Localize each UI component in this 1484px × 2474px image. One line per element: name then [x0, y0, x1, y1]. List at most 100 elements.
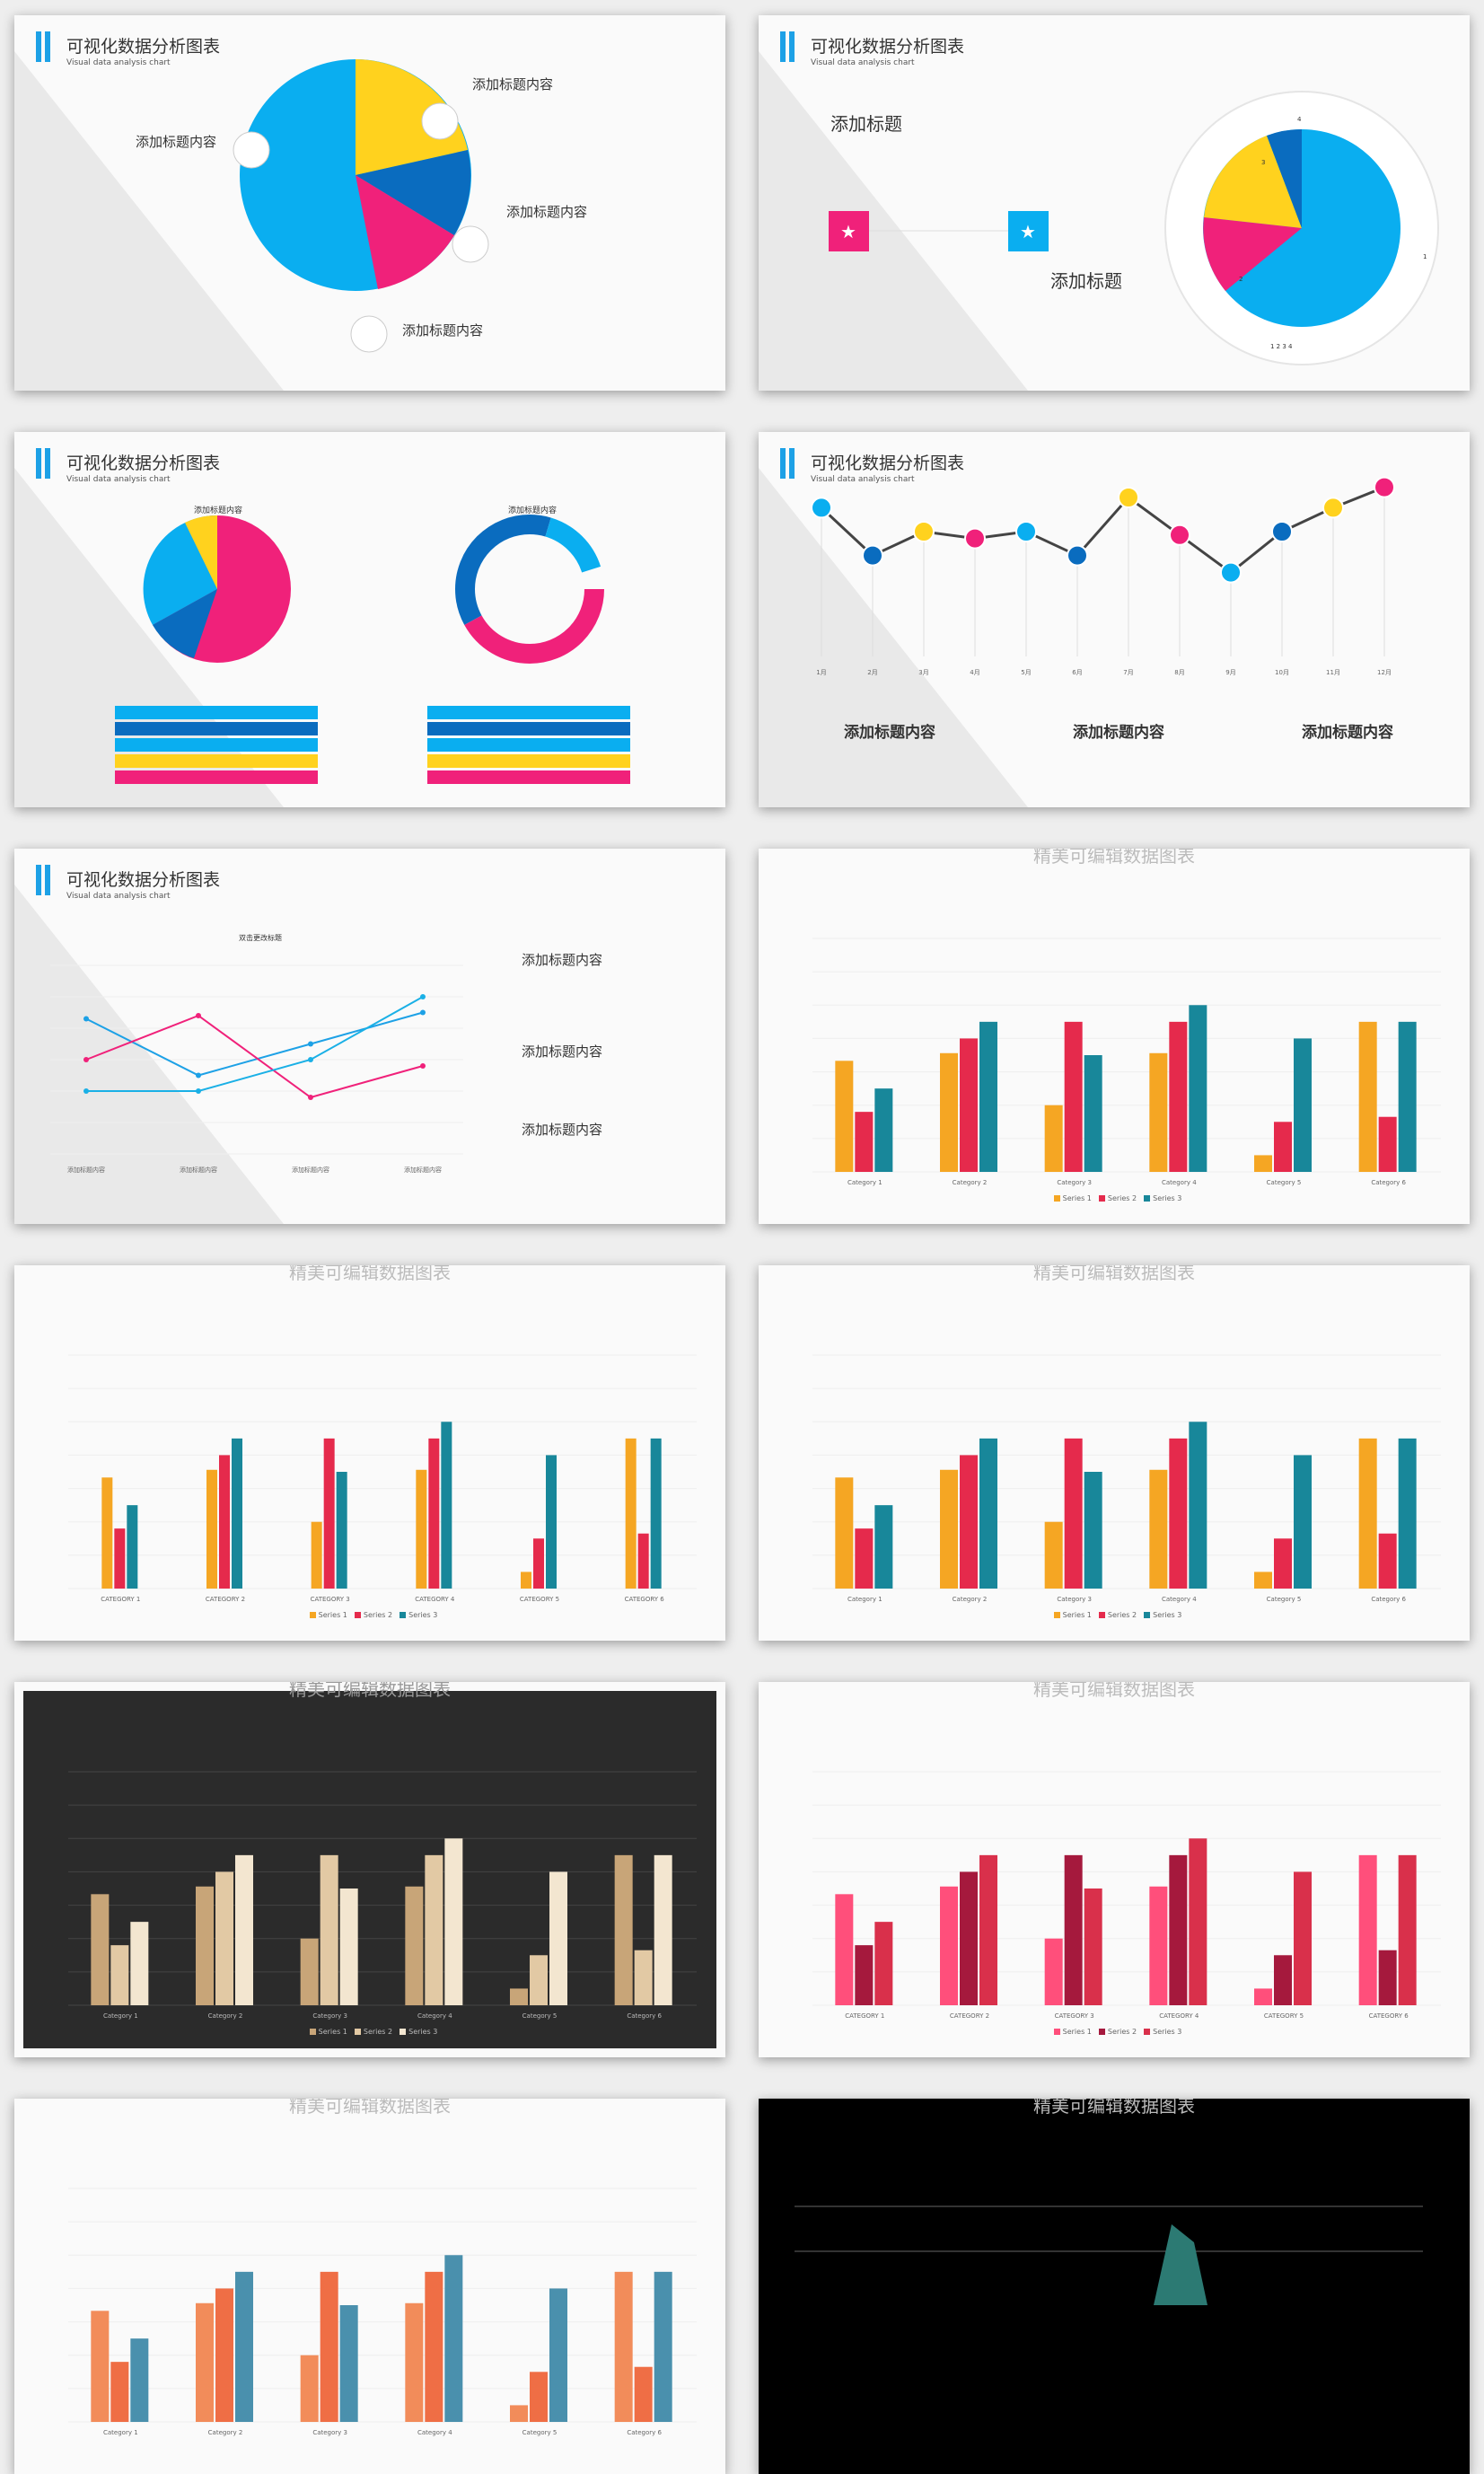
data-point	[1015, 521, 1037, 542]
bar	[940, 1052, 958, 1172]
bar	[1358, 1854, 1377, 2005]
bar	[1044, 1938, 1063, 2005]
category-label: Category 1	[103, 2429, 138, 2436]
bar	[1169, 1854, 1188, 2005]
category-label: Category 5	[1267, 1596, 1302, 1603]
category-label: Category 6	[627, 2012, 662, 2020]
slide-subtitle: Visual data analysis chart	[66, 58, 171, 67]
category-label: Category 3	[312, 2012, 347, 2020]
month-label: 2月	[867, 669, 877, 676]
bar	[614, 1854, 633, 2005]
bar	[416, 1469, 427, 1589]
data-point	[913, 521, 935, 542]
bar	[425, 2271, 443, 2422]
bar	[549, 2288, 567, 2422]
ghost-title: 精美可编辑数据图表	[1033, 2099, 1195, 2117]
section-title: 添加标题内容	[1302, 724, 1393, 742]
category-label: CATEGORY 1	[845, 2012, 884, 2020]
category-label: 添加标题内容	[292, 1166, 329, 1174]
heading: 添加标题	[1050, 270, 1122, 292]
bar	[1358, 1021, 1377, 1172]
category-label: CATEGORY 2	[950, 2012, 989, 2020]
bar	[1378, 1950, 1397, 2005]
category-label: Category 6	[627, 2429, 662, 2436]
category-label: Category 4	[417, 2012, 452, 2020]
legend-item: Series 2	[363, 1611, 393, 1619]
slide-pie-donut[interactable]: 可视化数据分析图表 Visual data analysis chart 添加标题…	[14, 432, 725, 807]
data-point	[420, 1063, 426, 1069]
month-label: 4月	[970, 669, 979, 676]
bar	[1149, 1469, 1168, 1589]
category-label: 添加标题内容	[180, 1166, 217, 1174]
data-point	[308, 1095, 313, 1100]
bar	[960, 1455, 978, 1589]
slide-bar-orange[interactable]: Category 1 Category 2 Category 3 Category 4…	[14, 2099, 725, 2474]
data-point	[1374, 476, 1395, 498]
bar	[835, 1477, 854, 1589]
legend-item: Series 2	[1107, 2028, 1137, 2036]
chart-title: 添加标题内容	[508, 506, 558, 515]
bar	[405, 1886, 424, 2005]
category-label: CATEGORY 6	[625, 1596, 665, 1603]
bar	[300, 2355, 319, 2422]
category-label: CATEGORY 5	[1264, 2012, 1304, 2020]
slide-title: 可视化数据分析图表	[66, 870, 221, 890]
slide-pie-callouts[interactable]: 可视化数据分析图表 Visual data analysis chart 添加标题…	[14, 15, 725, 391]
category-label: Category 5	[522, 2012, 558, 2020]
bar	[1169, 1438, 1188, 1589]
legend-item: Series 1	[1062, 1194, 1092, 1202]
chart-legend: Series 1 Series 2 Series 3	[759, 2028, 1470, 2036]
bar	[339, 1889, 358, 2005]
category-label: Category 5	[1267, 1179, 1302, 1186]
bar	[1084, 1055, 1102, 1172]
ghost-title: 精美可编辑数据图表	[289, 1682, 451, 1700]
line-chart-months: 1月 2月 3月 4月 5月 6月 7月 8月 9月 10月 11月 12月	[759, 468, 1395, 807]
bar	[428, 1438, 440, 1589]
bar	[130, 2338, 149, 2422]
data-point	[308, 1041, 313, 1047]
legend-item: Series 1	[318, 2028, 347, 2036]
slide-bar-2[interactable]: CATEGORY 1 CATEGORY 2 CATEGORY 3 CATEGORY 4…	[14, 1265, 725, 1641]
bar-chart: Category 1 Category 2 Category 3 Category 4…	[812, 1354, 1441, 1603]
chart-title: 双击更改标题	[239, 934, 282, 942]
data-table	[427, 706, 630, 787]
slide-bar-1[interactable]: Category 1 Category 2 Category 3 Category 4…	[759, 849, 1470, 1224]
data-point	[811, 497, 832, 519]
category-label: Category 6	[1371, 1179, 1406, 1186]
bar	[91, 1894, 110, 2005]
bar	[1254, 1988, 1272, 2005]
bar	[425, 1854, 443, 2005]
bar	[196, 2302, 214, 2422]
data-point	[1271, 521, 1293, 542]
bar	[1084, 1472, 1102, 1589]
slide-bar-3[interactable]: Category 1 Category 2 Category 3 Category 4…	[759, 1265, 1470, 1641]
data-point	[308, 1057, 313, 1062]
legend-item: Series 2	[1107, 1611, 1137, 1619]
bar	[1398, 1438, 1417, 1589]
slide-line-months[interactable]: 1月 2月 3月 4月 5月 6月 7月 8月 9月 10月 11月 12月 可视化数据分析图表 Vis…	[759, 432, 1470, 807]
bar	[101, 1477, 113, 1589]
bar	[1044, 1521, 1063, 1589]
data-point	[1220, 561, 1242, 584]
category-label: CATEGORY 5	[520, 1596, 559, 1603]
data-table	[115, 706, 318, 787]
bar	[1274, 1538, 1292, 1589]
legend-item: Series 3	[408, 2028, 438, 2036]
category-label: 添加标题内容	[404, 1166, 442, 1174]
data-point	[1169, 524, 1190, 546]
slide-bar-dark[interactable]: Category 1 Category 2 Category 3 Category 4…	[14, 1682, 725, 2057]
slide-line-3series[interactable]: 添加标题内容 添加标题内容 添加标题内容 添加标题内容 可视化数据分析图表 Visual…	[14, 849, 725, 1224]
slide-bar-red[interactable]: CATEGORY 1 CATEGORY 2 CATEGORY 3 CATEGORY 4…	[759, 1682, 1470, 2057]
slide-area-dark[interactable]: 精美可编辑数据图表	[759, 2099, 1470, 2474]
bar	[960, 1038, 978, 1172]
bar	[1189, 1838, 1207, 2005]
bar	[196, 1886, 214, 2005]
section-title: 添加标题内容	[844, 724, 935, 742]
slide-pie-stars[interactable]: ★ ★ 可视化数据分析图表 Visual data analysis chart …	[759, 15, 1470, 391]
slide-title: 可视化数据分析图表	[811, 453, 965, 473]
legend-item: Series 1	[1062, 2028, 1092, 2036]
category-label: Category 2	[208, 2012, 243, 2020]
bar	[235, 2271, 253, 2422]
bar	[232, 1438, 242, 1589]
bar	[444, 1838, 463, 2005]
